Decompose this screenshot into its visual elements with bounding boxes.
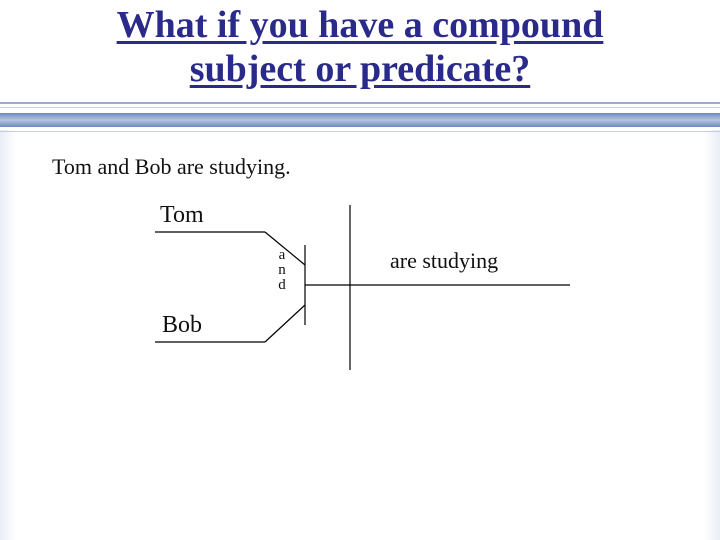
decorative-band-line <box>0 131 720 132</box>
slide: What if you have a compound subject or p… <box>0 0 720 540</box>
title-line-1: What if you have a compound <box>117 4 604 46</box>
slide-title: What if you have a compound subject or p… <box>0 4 720 91</box>
decorative-side-shade <box>0 130 16 540</box>
example-sentence: Tom and Bob are studying. <box>52 154 291 180</box>
diagram-line <box>265 232 305 265</box>
title-line-2: subject or predicate? <box>190 48 531 90</box>
decorative-band-line <box>0 102 720 104</box>
decorative-side-shade <box>704 130 720 540</box>
decorative-band-main <box>0 113 720 127</box>
diagram-line <box>265 305 305 342</box>
sentence-diagram <box>130 195 580 385</box>
decorative-band-line <box>0 107 720 108</box>
